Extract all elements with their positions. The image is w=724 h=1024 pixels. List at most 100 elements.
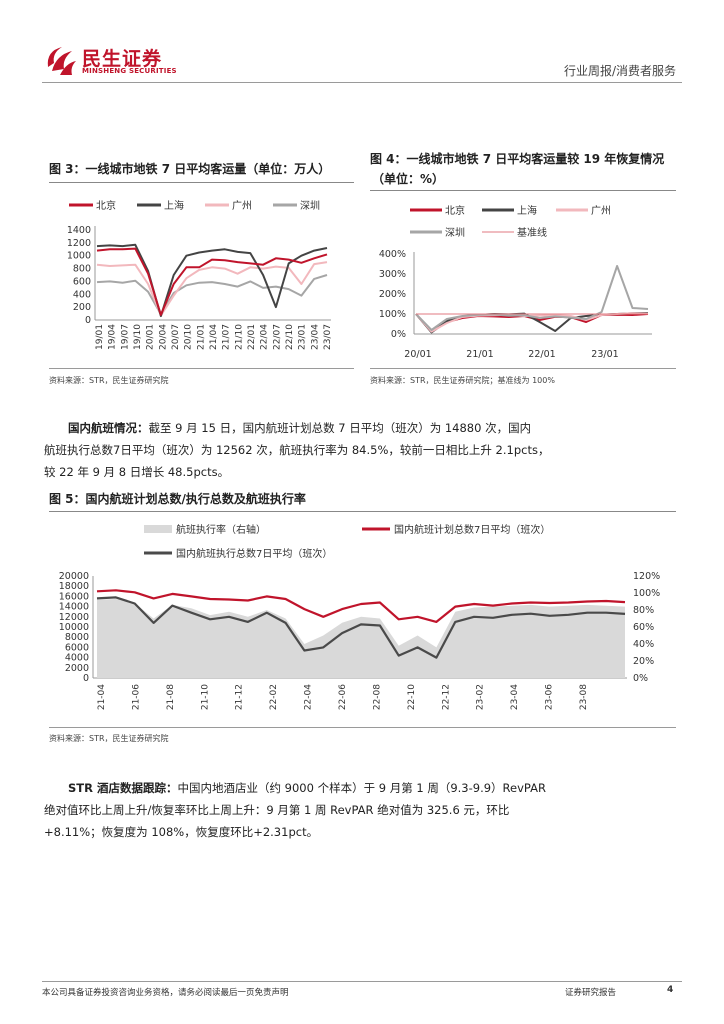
section-name: 行业周报/消费者服务 [563, 64, 676, 78]
fig3-xtick-12: 22/01 [247, 324, 257, 350]
fig5-xtick-6: 22-04 [304, 684, 314, 710]
fig5-series-line-1 [96, 589, 626, 623]
fig3-xtick-14: 22/07 [272, 324, 282, 350]
fig3-legend-label-2: 广州 [232, 200, 252, 212]
fig3-xtick-7: 20/10 [184, 324, 194, 350]
fig3-ytick-2: 400 [73, 289, 91, 300]
fig4-legend-label-0: 北京 [445, 204, 465, 217]
fig3-legend-label-0: 北京 [96, 199, 116, 212]
figure-4-title-line1: 图 4：一线城市地铁 7 日平均客运量较 19 年恢复情况 [370, 152, 665, 166]
fig5-ytick-10: 20000 [59, 571, 89, 582]
paragraph-hotel: STR 酒店数据跟踪：中国内地酒店业（约 9000 个样本）于 9 月第 1 周… [44, 777, 678, 843]
fig4-legend-label-2: 广州 [591, 205, 611, 217]
fig5-series-line-2 [96, 596, 626, 659]
fig5-ytick-7: 14000 [59, 602, 89, 613]
logo-chinese-name: 民生证券 [82, 48, 163, 70]
fig4-ytick-4: 400% [379, 249, 406, 260]
figure-5-chart: 航班执行率（右轴） 国内航班计划总数7日平均（班次） 国内航班执行总数7日平均（班次… [59, 523, 660, 710]
fig3-xtick-5: 20/04 [158, 324, 168, 350]
figure-4-top-rule [370, 190, 676, 191]
fig5-series-area-0 [97, 599, 625, 678]
figure-5-top-rule [49, 511, 676, 512]
minsheng-logo-icon [47, 47, 76, 75]
fig5-legend-label-2: 国内航班执行总数7日平均（班次） [176, 547, 332, 560]
fig5-y2tick-2: 40% [633, 639, 654, 650]
figure-4-bottom-rule [370, 368, 676, 369]
fig5-ytick-2: 4000 [65, 653, 89, 664]
fig5-ytick-0: 0 [83, 673, 89, 684]
fig5-xtick-7: 22-06 [338, 684, 348, 710]
fig5-xtick-1: 21-06 [131, 684, 141, 710]
fig3-xtick-18: 23/07 [323, 324, 333, 350]
fig5-y2tick-0: 0% [633, 673, 648, 684]
fig3-xtick-6: 20/07 [171, 324, 181, 350]
fig3-series-line-3 [96, 274, 328, 316]
fig4-ytick-2: 200% [379, 289, 406, 300]
fig5-y2tick-6: 120% [633, 571, 660, 582]
fig5-y2tick-3: 60% [633, 622, 654, 633]
figure-3-source: 资料来源：STR，民生证券研究院 [49, 376, 169, 385]
fig5-ytick-1: 2000 [65, 663, 89, 674]
fig5-xtick-8: 22-08 [372, 684, 382, 710]
figure-4-title-line2: （单位：%） [372, 172, 445, 186]
fig3-legend-label-3: 深圳 [300, 200, 320, 212]
fig3-xtick-9: 21/04 [209, 324, 219, 350]
fig5-y2tick-4: 80% [633, 605, 654, 616]
paragraph-flight-label: 国内航班情况： [68, 421, 149, 435]
page-number: 4 [667, 985, 674, 995]
paragraph-flight-line3: 较 22 年 9 月 8 日增长 48.5pcts。 [44, 465, 230, 479]
fig3-legend-label-1: 上海 [164, 199, 184, 212]
fig4-series-line-3 [415, 265, 649, 331]
fig4-legend-label-4: 基准线 [517, 226, 547, 239]
figure-3-title: 图 3：一线城市地铁 7 日平均客运量（单位：万人） [49, 162, 331, 176]
paragraph-hotel-line3: +8.11%；恢复度为 108%，恢复度环比+2.31pct。 [44, 825, 319, 839]
fig3-ytick-3: 600 [73, 276, 91, 287]
paragraph-flight-line1: 截至 9 月 15 日，国内航班计划总数 7 日平均（班次）为 14880 次，… [148, 421, 532, 435]
paragraph-hotel-line1: 中国内地酒店业（约 9000 个样本）于 9 月第 1 周（9.3-9.9）Re… [177, 781, 546, 795]
fig5-xtick-4: 21-12 [235, 684, 245, 710]
fig3-ytick-0: 0 [85, 315, 91, 326]
fig5-ytick-5: 10000 [59, 622, 89, 633]
fig3-xtick-15: 22/10 [285, 324, 295, 350]
paragraph-flight: 国内航班情况：截至 9 月 15 日，国内航班计划总数 7 日平均（班次）为 1… [44, 417, 668, 483]
logo-english-name: MINSHENG SECURITIES [82, 67, 177, 75]
fig4-xtick-0: 20/01 [404, 349, 431, 360]
header-rule [42, 82, 682, 83]
fig3-xtick-13: 22/04 [260, 324, 270, 350]
fig3-ytick-5: 1000 [67, 251, 91, 262]
fig5-xtick-11: 23-02 [476, 684, 486, 710]
fig5-legend-label-1: 国内航班计划总数7日平均（班次） [394, 523, 550, 536]
figure-3-bottom-rule [49, 368, 354, 369]
fig5-xtick-5: 22-02 [269, 684, 279, 710]
fig3-xtick-3: 19/10 [133, 324, 143, 350]
fig5-xtick-13: 23-06 [545, 684, 555, 710]
fig5-ytick-8: 16000 [59, 591, 89, 602]
fig3-xtick-11: 21/10 [234, 324, 244, 350]
fig5-legend-label-0: 航班执行率（右轴） [176, 523, 266, 536]
fig5-y2tick-1: 20% [633, 656, 654, 667]
paragraph-flight-line2: 航班执行总数7日平均（班次）为 12562 次，航班执行率为 84.5%，较前一… [44, 443, 550, 457]
fig4-xtick-2: 22/01 [528, 349, 555, 360]
fig5-xtick-3: 21-10 [200, 684, 210, 710]
fig5-legend-swatch-0 [144, 525, 172, 533]
fig3-ytick-6: 1200 [67, 238, 91, 249]
fig5-ytick-9: 18000 [59, 581, 89, 592]
paragraph-hotel-label: STR 酒店数据跟踪： [68, 781, 178, 795]
fig5-xtick-12: 23-04 [510, 684, 520, 710]
fig5-y2tick-5: 100% [633, 588, 660, 599]
fig3-xtick-0: 19/01 [95, 324, 105, 350]
footer-report-type: 证券研究报告 [565, 988, 617, 998]
paragraph-hotel-line2: 绝对值环比上周上升/恢复率环比上周上升：9 月第 1 周 RevPAR 绝对值为… [44, 803, 510, 817]
figure-3-top-rule [49, 182, 354, 183]
fig3-xtick-8: 21/01 [196, 324, 206, 350]
figure-5-source: 资料来源：STR，民生证券研究院 [49, 734, 169, 743]
fig3-xtick-17: 23/04 [310, 324, 320, 350]
fig3-series-line-1 [96, 243, 328, 318]
fig4-ytick-0: 0% [391, 329, 406, 340]
fig3-series-line-2 [96, 261, 328, 317]
fig4-ytick-3: 300% [379, 269, 406, 280]
fig3-series-line-0 [96, 247, 328, 316]
fig4-legend-label-3: 深圳 [445, 227, 465, 239]
fig5-xtick-0: 21-04 [97, 684, 107, 710]
